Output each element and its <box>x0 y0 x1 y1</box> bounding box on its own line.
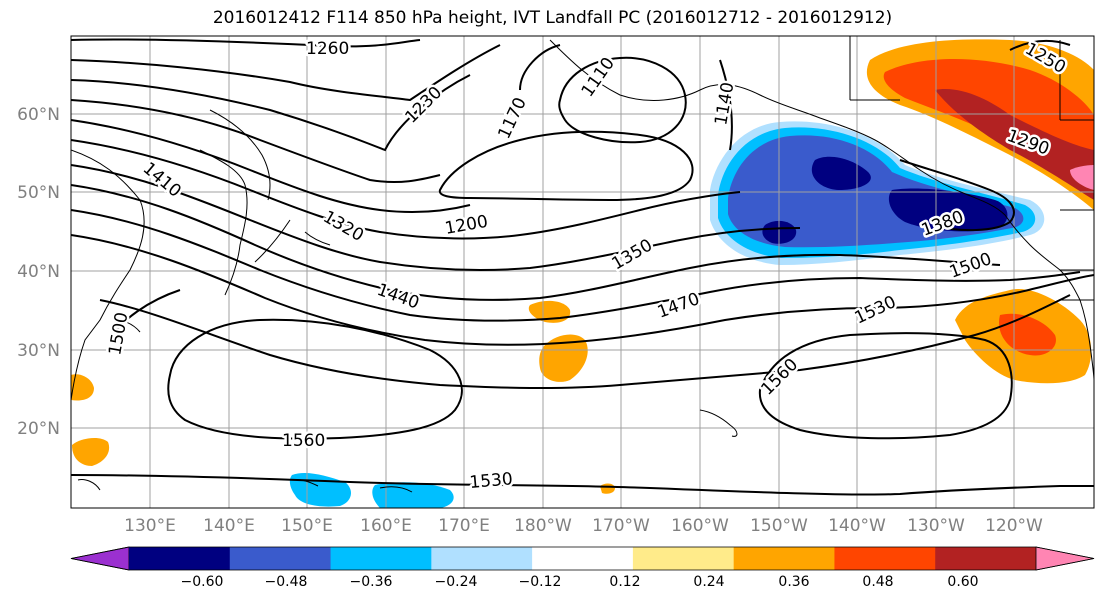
colorbar-extend-high <box>1035 546 1095 571</box>
colorbar-tick: 0.60 <box>947 574 978 590</box>
colorbar-segment <box>935 547 1037 570</box>
colorbar-tick: −0.24 <box>435 574 478 590</box>
colorbar-tick: 0.36 <box>778 574 809 590</box>
colorbar-tick: −0.48 <box>265 574 308 590</box>
colorbar-tick: 0.24 <box>693 574 724 590</box>
colorbar-segment <box>129 547 231 570</box>
longitude-labels: 130°E 140°E 150°E 160°E 170°E 180°W 170°… <box>124 516 1043 536</box>
colorbar-tick: −0.60 <box>181 574 224 590</box>
latitude-labels: 60°N 50°N 40°N 30°N 20°N <box>17 105 60 439</box>
lon-label: 160°W <box>671 516 729 536</box>
lon-label: 130°E <box>124 516 176 536</box>
lon-label: 150°W <box>750 516 808 536</box>
lon-label: 170°W <box>592 516 650 536</box>
graticule <box>71 36 1094 508</box>
ivt-positive-patches <box>71 289 1092 494</box>
colorbar-segment <box>733 547 835 570</box>
lon-label: 140°E <box>203 516 255 536</box>
colorbar-outline <box>70 546 1095 571</box>
colorbar-tick-labels: −0.60 −0.48 −0.36 −0.24 −0.12 0.12 0.24 … <box>181 574 979 590</box>
coastlines <box>71 36 1094 493</box>
colorbar-segment <box>330 547 432 570</box>
lon-label: 180°W <box>514 516 572 536</box>
lat-label: 40°N <box>17 262 60 282</box>
colorbar-extend-low <box>70 546 130 571</box>
map-frame <box>70 35 1095 509</box>
colorbar-segments <box>70 546 1095 571</box>
colorbar-tick: −0.36 <box>350 574 393 590</box>
lon-label: 130°W <box>907 516 965 536</box>
colorbar-segment <box>229 547 332 570</box>
lon-label: 120°W <box>985 516 1043 536</box>
colorbar-segment <box>834 547 936 570</box>
colorbar-tick: 0.12 <box>609 574 640 590</box>
lon-label: 150°E <box>281 516 333 536</box>
colorbar-segment <box>431 547 533 570</box>
colorbar-segment <box>632 547 735 570</box>
lat-label: 50°N <box>17 183 60 203</box>
colorbar: −0.60 −0.48 −0.36 −0.24 −0.12 0.12 0.24 … <box>70 546 1095 590</box>
ivt-negative-gulf <box>710 121 1045 265</box>
plot-title: 2016012412 F114 850 hPa height, IVT Land… <box>212 8 893 28</box>
lat-label: 30°N <box>17 341 60 361</box>
lat-label: 20°N <box>17 419 60 439</box>
lon-label: 170°E <box>438 516 490 536</box>
lat-label: 60°N <box>17 105 60 125</box>
map-area: 1260 1230 1170 1110 1140 1250 1290 1410 … <box>71 36 1094 508</box>
contour-label: 1530 <box>469 469 514 493</box>
contour-label: 1560 <box>282 431 325 451</box>
colorbar-segment <box>532 547 634 570</box>
contour-label: 1260 <box>306 39 349 59</box>
colorbar-tick: −0.12 <box>519 574 562 590</box>
lon-label: 140°W <box>828 516 886 536</box>
height-contours <box>71 38 1094 496</box>
lon-label: 160°E <box>360 516 412 536</box>
colorbar-tick: 0.48 <box>862 574 893 590</box>
